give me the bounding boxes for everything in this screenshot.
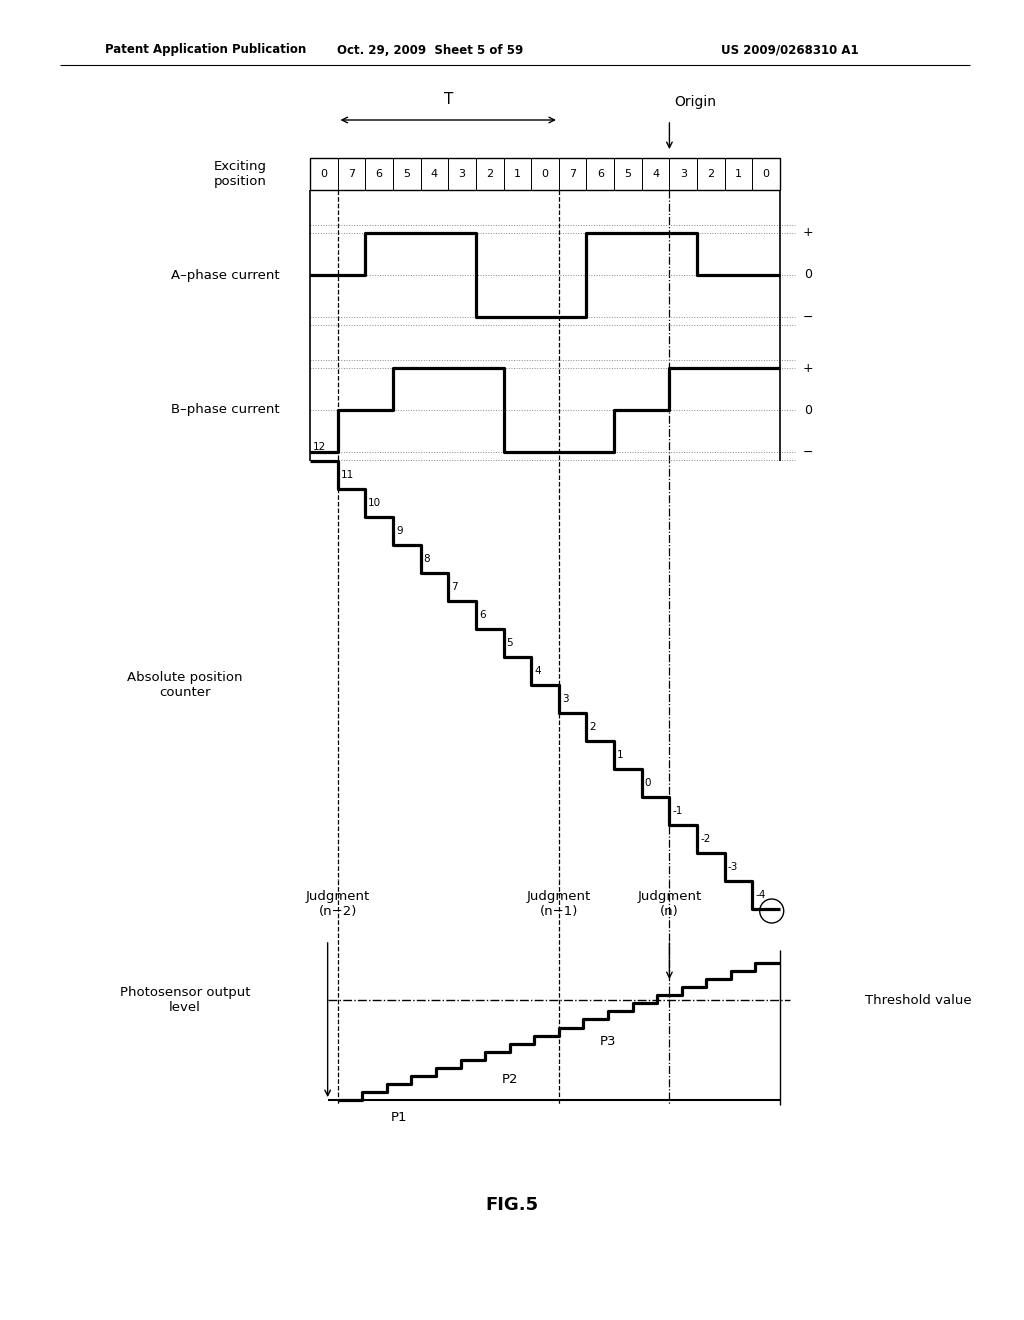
Text: 6: 6 (479, 610, 485, 620)
Text: Absolute position
counter: Absolute position counter (127, 671, 243, 700)
Text: 1: 1 (514, 169, 521, 180)
Text: P3: P3 (600, 1035, 616, 1048)
Text: Judgment
(n): Judgment (n) (637, 890, 701, 917)
Text: 2: 2 (486, 169, 494, 180)
Text: 4: 4 (535, 667, 541, 676)
Text: -4: -4 (756, 890, 766, 900)
Text: US 2009/0268310 A1: US 2009/0268310 A1 (721, 44, 859, 57)
Text: 2: 2 (590, 722, 596, 733)
Text: Oct. 29, 2009  Sheet 5 of 59: Oct. 29, 2009 Sheet 5 of 59 (337, 44, 523, 57)
Text: 0: 0 (804, 404, 812, 417)
Text: T: T (443, 92, 453, 107)
Text: 0: 0 (804, 268, 812, 281)
Text: 0: 0 (542, 169, 549, 180)
Text: 5: 5 (625, 169, 632, 180)
Text: −: − (803, 310, 813, 323)
Text: -2: -2 (700, 834, 711, 843)
Text: FIG.5: FIG.5 (485, 1196, 539, 1214)
Text: 7: 7 (452, 582, 458, 591)
Text: 12: 12 (313, 442, 327, 451)
Text: 0: 0 (763, 169, 770, 180)
Text: 4: 4 (431, 169, 438, 180)
Text: Judgment
(n−2): Judgment (n−2) (305, 890, 370, 917)
Bar (310, 158, 780, 190)
Text: +: + (803, 227, 813, 239)
Text: 1: 1 (617, 750, 624, 760)
Text: Exciting
position: Exciting position (213, 160, 266, 187)
Text: Origin: Origin (675, 95, 717, 110)
Text: 10: 10 (369, 498, 381, 508)
Text: Photosensor output
level: Photosensor output level (120, 986, 250, 1014)
Text: 0: 0 (321, 169, 328, 180)
Text: 7: 7 (569, 169, 577, 180)
Text: P2: P2 (502, 1073, 518, 1086)
Text: 6: 6 (376, 169, 383, 180)
Text: 5: 5 (507, 638, 513, 648)
Text: −: − (803, 446, 813, 458)
Text: 3: 3 (562, 694, 568, 704)
Text: Judgment
(n−1): Judgment (n−1) (526, 890, 591, 917)
Text: 6: 6 (597, 169, 604, 180)
Text: 4: 4 (652, 169, 659, 180)
Text: 0: 0 (645, 777, 651, 788)
Text: Patent Application Publication: Patent Application Publication (105, 44, 306, 57)
Text: P1: P1 (391, 1111, 408, 1125)
Text: A–phase current: A–phase current (171, 268, 280, 281)
Text: 9: 9 (396, 525, 402, 536)
Text: -1: -1 (673, 807, 683, 816)
Text: 3: 3 (459, 169, 466, 180)
Text: Threshold value: Threshold value (865, 994, 972, 1006)
Text: -3: -3 (728, 862, 738, 873)
Text: 3: 3 (680, 169, 687, 180)
Text: 5: 5 (403, 169, 411, 180)
Text: 11: 11 (341, 470, 354, 480)
Text: 1: 1 (735, 169, 742, 180)
Text: +: + (803, 362, 813, 375)
Text: 2: 2 (708, 169, 715, 180)
Text: 8: 8 (424, 554, 430, 564)
Text: 7: 7 (348, 169, 355, 180)
Text: B–phase current: B–phase current (171, 404, 280, 417)
